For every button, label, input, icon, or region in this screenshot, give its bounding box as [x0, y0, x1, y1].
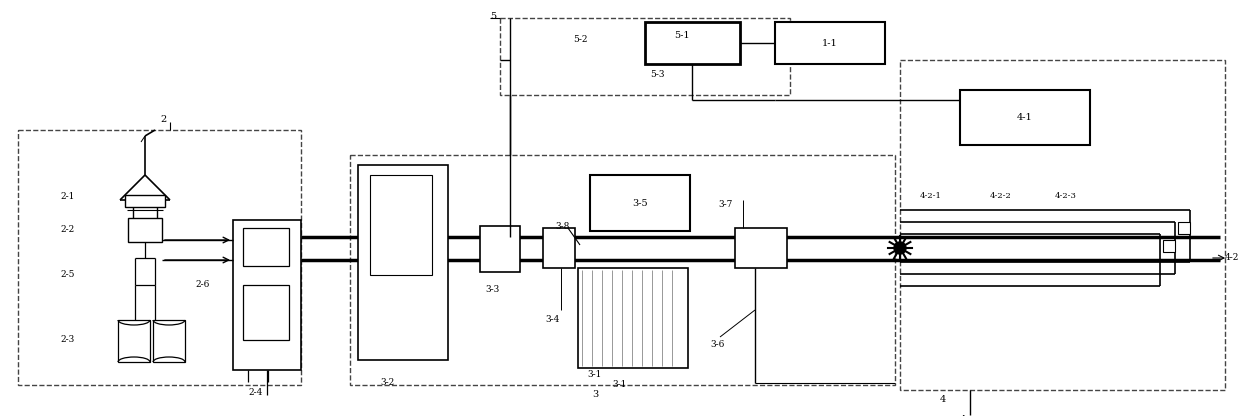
- Text: 2-6: 2-6: [195, 280, 210, 289]
- Text: 4-2-1: 4-2-1: [920, 192, 942, 200]
- Text: 4: 4: [940, 395, 946, 404]
- Text: 5-2: 5-2: [573, 35, 588, 45]
- Bar: [1163, 240, 1176, 252]
- Bar: [243, 228, 289, 266]
- Text: 2-4: 2-4: [248, 388, 263, 397]
- Bar: [500, 18, 790, 95]
- Text: 3-7: 3-7: [718, 200, 733, 209]
- Text: 4-2-2: 4-2-2: [990, 192, 1012, 200]
- Text: 3-6: 3-6: [711, 340, 724, 349]
- Bar: [370, 175, 432, 275]
- Text: 2-5: 2-5: [60, 270, 74, 279]
- Text: 5-1: 5-1: [675, 30, 689, 40]
- Text: 1-1: 1-1: [822, 39, 838, 47]
- Text: 2: 2: [160, 115, 166, 124]
- Bar: [590, 175, 689, 231]
- Bar: [543, 228, 575, 268]
- Bar: [578, 268, 688, 368]
- Bar: [645, 22, 740, 64]
- Bar: [125, 195, 165, 207]
- Text: 2-1: 2-1: [60, 192, 74, 201]
- Text: 4-2: 4-2: [1225, 253, 1239, 262]
- Text: 3-5: 3-5: [632, 198, 647, 208]
- Bar: [153, 320, 185, 362]
- Bar: [1178, 222, 1190, 234]
- Bar: [19, 130, 301, 385]
- Text: 2-2: 2-2: [60, 225, 74, 234]
- Text: 3-3: 3-3: [485, 285, 500, 294]
- Bar: [243, 285, 289, 340]
- Text: 3-4: 3-4: [546, 315, 559, 324]
- Bar: [233, 220, 301, 370]
- Bar: [960, 90, 1090, 145]
- Text: 3: 3: [591, 390, 598, 399]
- Text: 3-2: 3-2: [379, 378, 394, 387]
- Text: 4-2-3: 4-2-3: [1055, 192, 1076, 200]
- Text: 5-3: 5-3: [650, 70, 665, 79]
- Bar: [350, 155, 895, 385]
- Bar: [480, 226, 520, 272]
- Text: 2-3: 2-3: [60, 335, 74, 344]
- Bar: [128, 218, 162, 242]
- Text: 5: 5: [490, 12, 496, 21]
- Text: 3-1: 3-1: [613, 380, 627, 389]
- Text: 3-1: 3-1: [588, 370, 603, 379]
- Bar: [118, 320, 150, 362]
- Bar: [735, 228, 787, 268]
- Bar: [775, 22, 885, 64]
- Circle shape: [894, 242, 906, 254]
- Text: 4: 4: [960, 415, 966, 416]
- Bar: [358, 165, 448, 360]
- Text: 3-8: 3-8: [556, 222, 569, 231]
- Text: 4-1: 4-1: [1017, 112, 1033, 121]
- Bar: [900, 60, 1225, 390]
